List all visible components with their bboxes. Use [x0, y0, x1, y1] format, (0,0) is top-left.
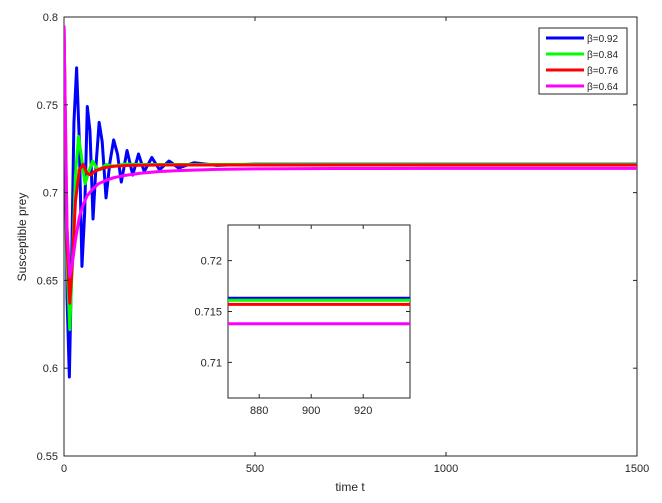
legend: β=0.92 β=0.84 β=0.76 β=0.64 — [538, 27, 628, 95]
inset-y-tick-label: 0.715 — [194, 307, 222, 319]
legend-label-0: β=0.92 — [587, 34, 618, 45]
inset-x-tick-label: 920 — [354, 405, 372, 417]
x-axis-label: time t — [335, 480, 365, 494]
main-y-tick-label: 0.65 — [37, 275, 58, 287]
inset-x-tick-label: 900 — [302, 405, 320, 417]
main-y-tick-label: 0.55 — [37, 451, 58, 463]
main-y-tick-label: 0.7 — [43, 188, 58, 200]
main-x-tick-label: 0 — [61, 463, 67, 475]
main-y-tick-label: 0.75 — [37, 100, 58, 112]
inset-y-tick-label: 0.72 — [201, 256, 222, 268]
main-x-tick-label: 500 — [246, 463, 264, 475]
main-y-tick-label: 0.6 — [43, 363, 58, 375]
legend-label-1: β=0.84 — [587, 50, 618, 61]
inset-plot-area — [227, 224, 411, 399]
main-y-tick-label: 0.8 — [43, 12, 58, 24]
y-axis-label: Susceptible prey — [15, 193, 29, 282]
main-x-tick-label: 1000 — [434, 463, 458, 475]
legend-label-3: β=0.64 — [587, 82, 618, 93]
legend-label-2: β=0.76 — [587, 66, 618, 77]
inset-axes: 880 900 920 0.71 0.715 0.72 — [194, 224, 411, 417]
inset-y-tick-label: 0.71 — [201, 357, 222, 369]
main-series-line-3 — [64, 25, 637, 279]
main-x-tick-label: 1500 — [625, 463, 649, 475]
inset-x-tick-label: 880 — [250, 405, 268, 417]
